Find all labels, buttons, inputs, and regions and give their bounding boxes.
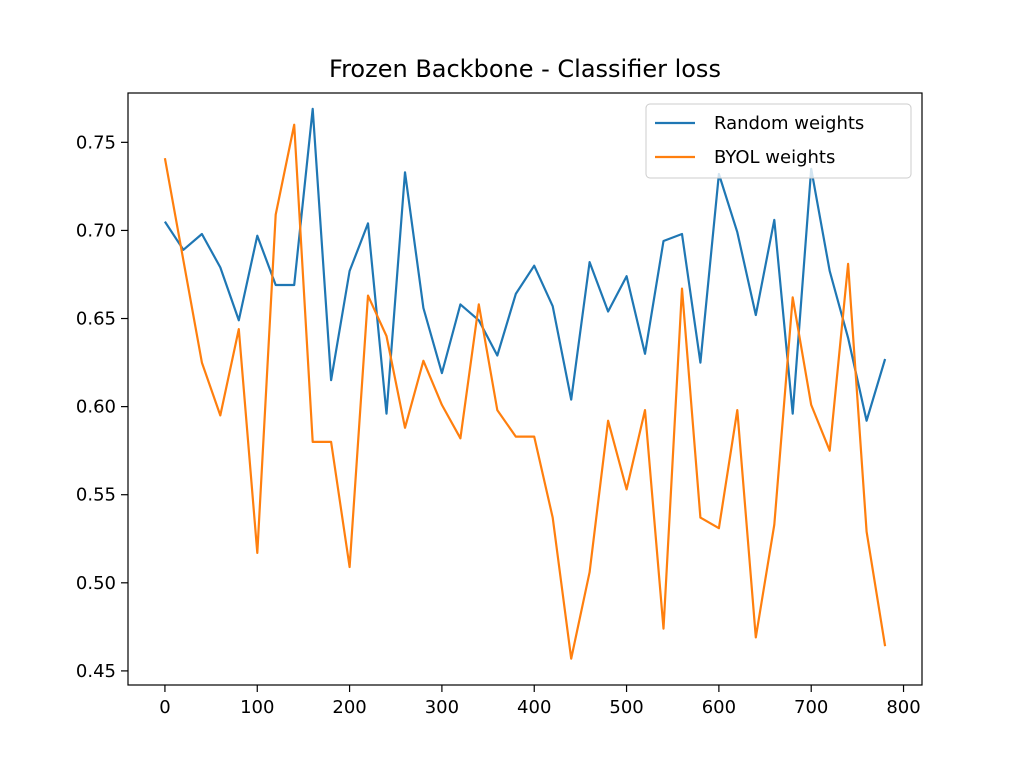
axes-frame [128,93,922,685]
y-tick-label: 0.55 [76,485,116,506]
axes: 0 100 200 300 400 500 600 700 800 0.45 0.50 0.55 0.6… [76,93,922,718]
x-tick-label: 700 [794,697,828,718]
x-tick-label: 0 [159,697,170,718]
y-tick-label: 0.75 [76,132,116,153]
legend-label-0: Random weights [714,113,864,134]
x-tick-label: 100 [240,697,274,718]
x-tick-label: 600 [702,697,736,718]
legend-label-1: BYOL weights [714,147,835,168]
series-line-1 [165,125,885,659]
y-tick-label: 0.50 [76,573,116,594]
y-tick-label: 0.60 [76,397,116,418]
y-tick-label: 0.65 [76,309,116,330]
x-tick-label: 800 [886,697,920,718]
plot-area [165,109,885,659]
legend: Random weights BYOL weights [646,104,911,178]
y-tick-label: 0.45 [76,661,116,682]
x-tick-label: 500 [609,697,643,718]
chart-title: Frozen Backbone - Classifier loss [329,55,721,83]
x-tick-label: 300 [425,697,459,718]
x-tick-label: 200 [332,697,366,718]
y-tick-label: 0.70 [76,220,116,241]
x-tick-label: 400 [517,697,551,718]
